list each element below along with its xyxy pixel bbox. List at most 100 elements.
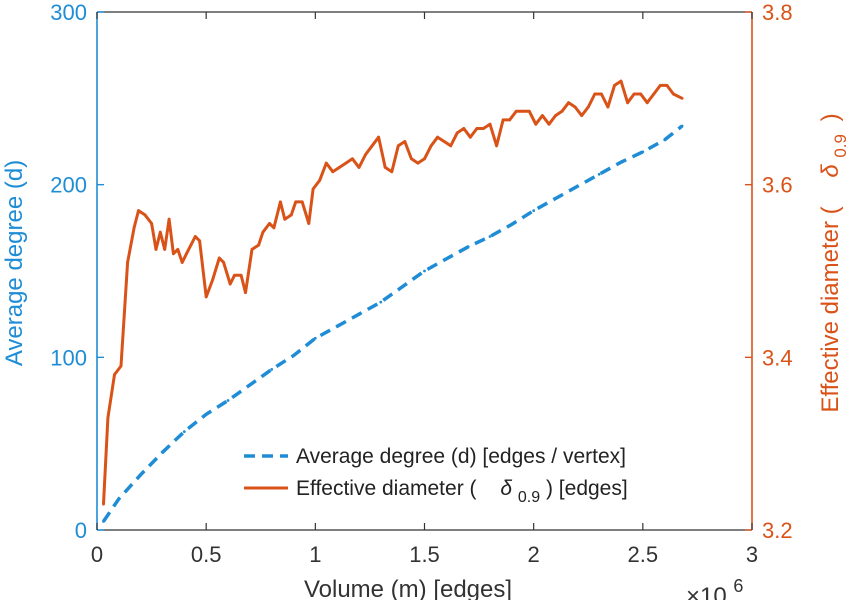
legend-label-close: ) [edges]	[546, 477, 628, 500]
effective-diameter-point	[586, 105, 590, 109]
effective-diameter-point	[645, 101, 649, 105]
effective-diameter-point	[600, 92, 603, 96]
effective-diameter-point	[554, 114, 557, 117]
effective-diameter-point	[167, 217, 171, 221]
effective-diameter-point	[307, 222, 311, 225]
legend-label-average-degree: Average degree (d) [edges / vertex]	[296, 445, 626, 468]
average-degree-point	[139, 473, 143, 477]
effective-diameter-point	[396, 144, 400, 148]
right-tick-label: 3.6	[762, 173, 793, 198]
effective-diameter-point	[268, 222, 271, 225]
effective-diameter-point	[403, 140, 407, 143]
effective-diameter-point	[344, 161, 348, 165]
effective-diameter-point	[390, 170, 394, 174]
effective-diameter-point	[429, 144, 433, 148]
x-axis-exponent: ×10 6	[686, 576, 743, 600]
effective-diameter-point	[163, 248, 167, 251]
effective-diameter-point	[204, 295, 208, 299]
effective-diameter-point	[534, 122, 538, 126]
effective-diameter-point	[482, 127, 485, 130]
effective-diameter-point	[573, 105, 577, 109]
left-tick-label: 300	[50, 0, 87, 25]
effective-diameter-point	[272, 226, 276, 230]
effective-diameter-point	[239, 273, 243, 277]
average-degree-point	[335, 324, 339, 328]
average-degree-point	[575, 185, 579, 188]
effective-diameter-point	[521, 109, 525, 113]
x-axis-exponent-power: 6	[733, 576, 743, 596]
average-degree-point	[161, 450, 164, 454]
effective-diameter-point	[113, 373, 116, 376]
effective-diameter-point	[619, 79, 623, 83]
effective-diameter-point	[126, 261, 129, 264]
effective-diameter-point	[222, 261, 226, 264]
effective-diameter-point	[377, 135, 380, 139]
left-tick-label: 0	[75, 518, 87, 543]
average-degree-point	[532, 209, 536, 213]
effective-diameter-point	[475, 127, 479, 130]
effective-diameter-point	[495, 144, 498, 148]
effective-diameter-point	[527, 109, 531, 113]
average-degree-point	[597, 172, 601, 176]
effective-diameter-point	[567, 101, 570, 105]
bottom-axis-label: Volume (m) [edges]	[304, 576, 512, 600]
effective-diameter-point	[468, 135, 472, 139]
effective-diameter-point	[514, 109, 518, 113]
effective-diameter-point	[189, 243, 193, 247]
effective-diameter-point	[632, 92, 636, 96]
bottom-tick-label: 1.5	[409, 542, 440, 567]
bottom-tick-label: 0.5	[191, 542, 222, 567]
average-degree-point	[292, 354, 295, 357]
effective-diameter-point	[501, 118, 505, 122]
effective-diameter-point	[283, 217, 287, 221]
average-degree-point	[510, 223, 514, 226]
effective-diameter-point	[357, 166, 361, 169]
left-axis-ticks: 0 100 200 300	[50, 0, 104, 543]
effective-diameter-point	[311, 187, 315, 191]
average-degree-point	[248, 383, 252, 387]
left-tick-label: 200	[50, 173, 87, 198]
right-axis-ticks: 3.2 3.4 3.6 3.8	[745, 0, 793, 543]
average-degree-point	[680, 124, 684, 128]
effective-diameter-point	[158, 230, 162, 234]
effective-diameter-point	[351, 157, 354, 161]
right-axis-label-subscript: 0.9	[831, 134, 850, 158]
effective-diameter-point	[442, 140, 446, 143]
x-axis-exponent-base: ×10	[686, 583, 727, 600]
effective-diameter-point	[244, 291, 247, 294]
effective-diameter-point	[119, 364, 123, 368]
average-degree-point	[182, 430, 186, 433]
bottom-tick-label: 2	[528, 542, 540, 567]
effective-diameter-line	[102, 79, 683, 505]
effective-diameter-point	[423, 157, 426, 161]
effective-diameter-point	[217, 256, 221, 260]
average-degree-point	[204, 412, 208, 416]
effective-diameter-point	[560, 109, 564, 113]
bottom-axis-ticks: 0 0.5 1 1.5 2 2.5 3	[91, 12, 758, 567]
bottom-tick-label: 1	[309, 542, 321, 567]
effective-diameter-point	[279, 200, 282, 204]
effective-diameter-point	[233, 273, 236, 277]
average-degree-line	[102, 124, 684, 523]
right-axis-label-symbol: δ	[817, 164, 844, 178]
effective-diameter-points	[102, 79, 684, 506]
effective-diameter-point	[462, 127, 466, 130]
legend: Average degree (d) [edges / vertex] Effe…	[244, 445, 628, 506]
effective-diameter-point	[193, 235, 197, 238]
effective-diameter-point	[300, 200, 304, 204]
left-axis-label: Average degree (d)	[1, 160, 28, 366]
effective-diameter-point	[338, 166, 341, 169]
effective-diameter-point	[658, 84, 662, 87]
effective-diameter-point	[449, 144, 453, 148]
effective-diameter-point	[176, 248, 180, 251]
effective-diameter-point	[416, 161, 420, 165]
average-degree-point	[423, 269, 426, 273]
right-tick-label: 3.4	[762, 345, 793, 370]
effective-diameter-point	[626, 101, 629, 105]
effective-diameter-point	[132, 226, 136, 230]
average-degree-point	[488, 235, 492, 238]
average-degree-point	[641, 150, 645, 154]
average-degree-point	[401, 285, 405, 288]
